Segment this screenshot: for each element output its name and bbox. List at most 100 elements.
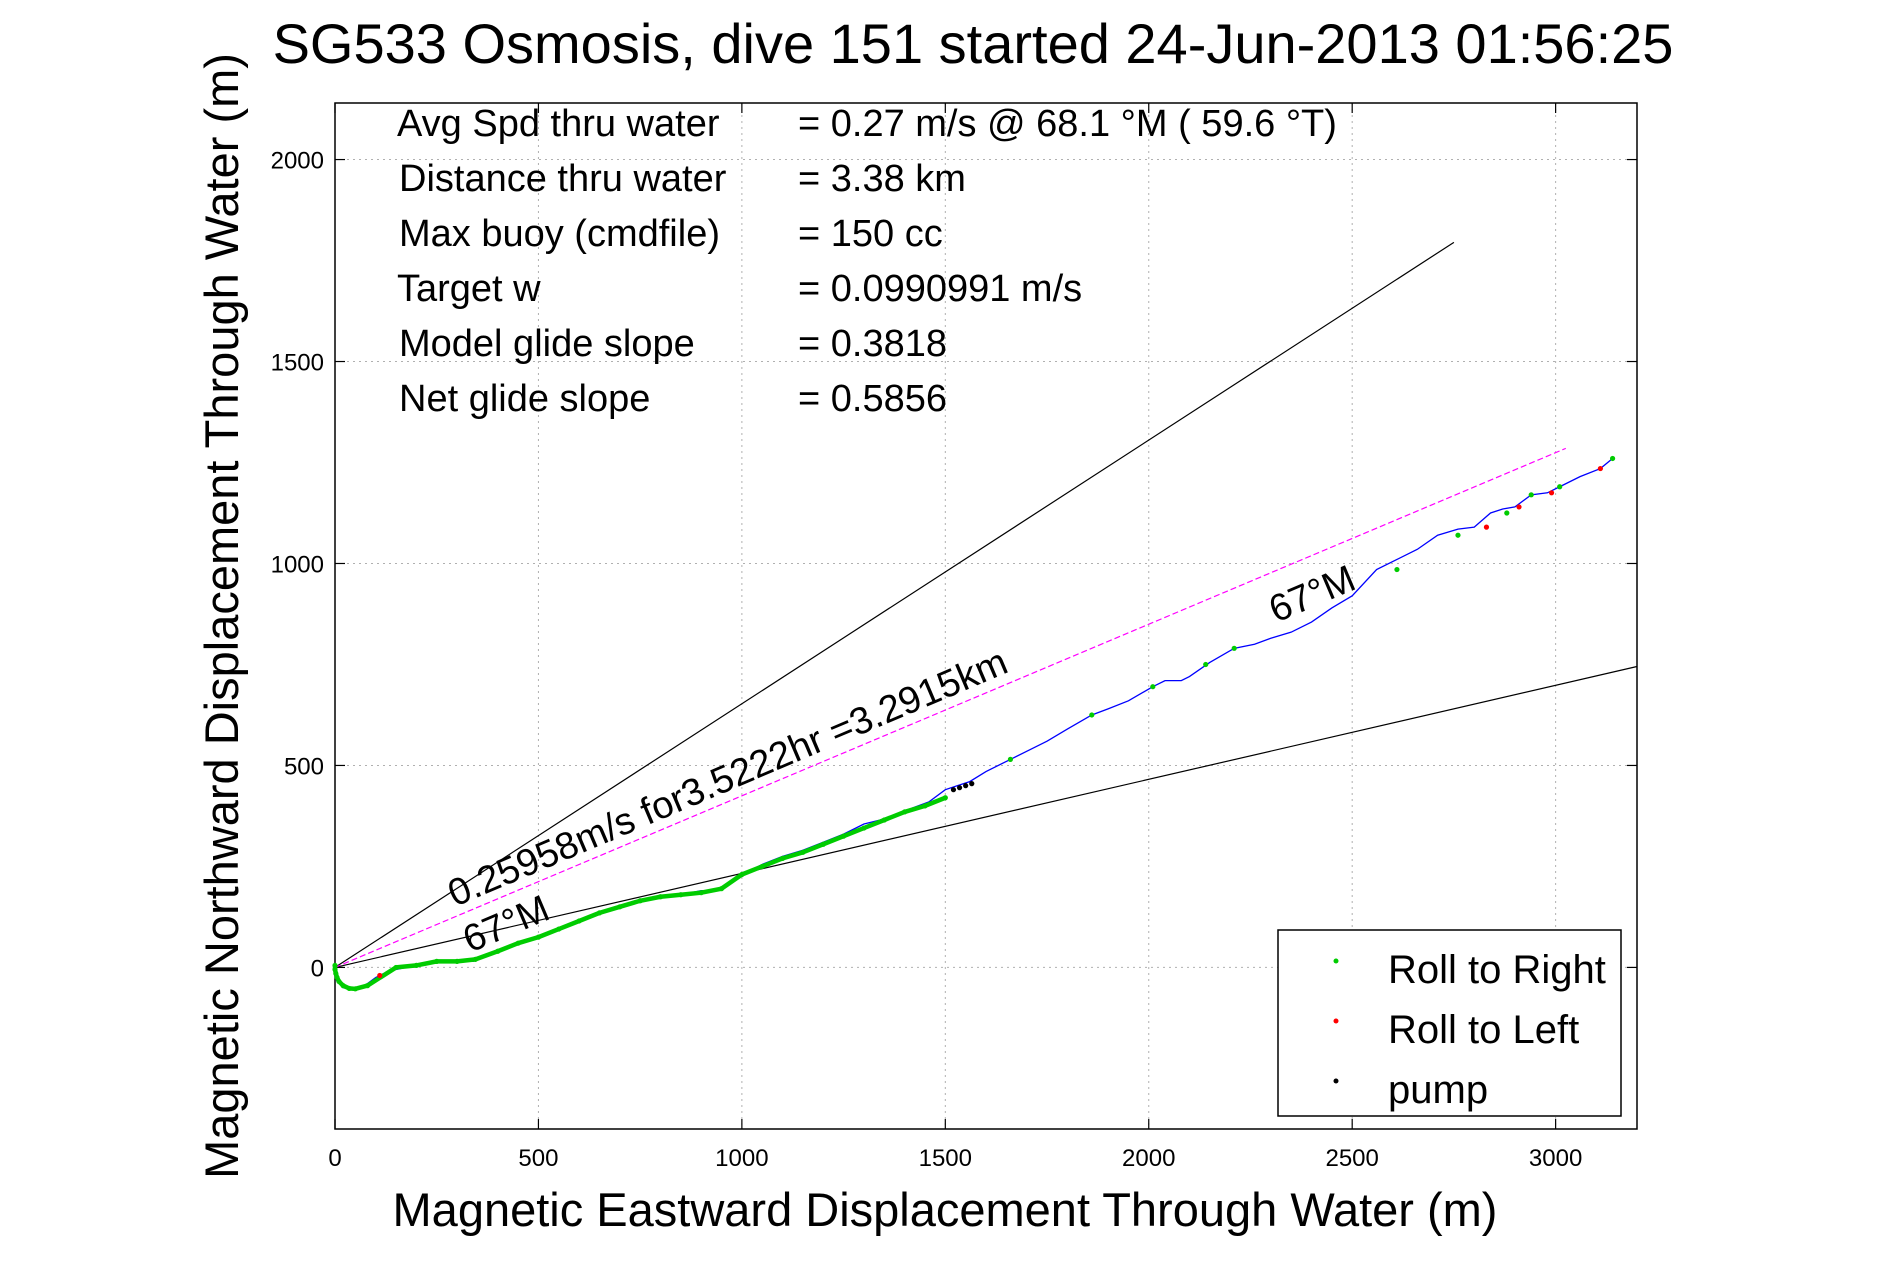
roll-to-right-point (759, 863, 765, 870)
stat-label: Avg Spd thru water (397, 103, 720, 145)
pump-point (969, 781, 975, 787)
roll-to-right-point (718, 886, 725, 892)
roll-to-right-point (779, 855, 786, 861)
x-tick-label: 0 (328, 1145, 341, 1172)
legend-label: pump (1388, 1068, 1488, 1112)
roll-to-right-point (1609, 455, 1616, 462)
roll-to-right-point (1203, 661, 1209, 668)
roll-to-right-point (434, 958, 440, 964)
roll-to-right-point (334, 974, 340, 981)
roll-to-right-point (576, 918, 582, 924)
legend-label: Roll to Left (1388, 1008, 1579, 1052)
roll-to-right-point (340, 983, 346, 989)
roll-to-right-point (454, 958, 460, 964)
y-tick-label: 0 (311, 955, 324, 982)
roll-to-right-point (596, 910, 603, 916)
y-tick-label: 500 (284, 753, 324, 780)
roll-to-right-point (902, 809, 908, 815)
roll-to-right-point (364, 983, 371, 989)
stat-label: Target w (397, 268, 541, 310)
roll-to-right-point (1394, 566, 1400, 573)
series-points (332, 455, 1616, 992)
roll-to-left-point (1483, 524, 1490, 530)
stat-value: = 0.5856 (798, 378, 947, 420)
roll-to-right-point (495, 948, 501, 954)
roll-to-right-point (1528, 492, 1534, 498)
stat-label: Max buoy (cmdfile) (399, 213, 720, 255)
stat-value: = 0.0990991 m/s (798, 268, 1082, 310)
legend-marker-roll-right (1333, 958, 1339, 964)
roll-to-right-point (617, 904, 623, 910)
x-tick-label: 3000 (1529, 1145, 1582, 1172)
roll-to-right-point (698, 890, 704, 896)
reference-lines (334, 241, 1638, 969)
plot-frame (334, 102, 1638, 1130)
roll-to-right-point (922, 803, 928, 809)
pump-point (963, 783, 969, 789)
x-axis-label: Magnetic Eastward Displacement Through W… (393, 1183, 1498, 1236)
roll-to-right-point (332, 966, 338, 973)
legend-marker-pump (1333, 1078, 1339, 1084)
roll-to-right-point (1504, 510, 1510, 516)
roll-to-right-point (535, 934, 542, 940)
roll-to-right-point (1455, 532, 1461, 538)
roll-to-right-point (336, 978, 342, 985)
stat-value: = 150 cc (798, 213, 943, 255)
roll-to-right-point (346, 985, 352, 992)
roll-to-right-point (861, 825, 867, 831)
roll-to-right-point (515, 940, 521, 946)
roll-to-left-point (377, 972, 383, 979)
roll-to-right-point (637, 898, 643, 904)
roll-to-right-point (1089, 712, 1095, 718)
roll-to-right-point (840, 833, 847, 839)
roll-to-right-point (413, 962, 419, 969)
x-tick-label: 2000 (1122, 1145, 1175, 1172)
roll-to-right-point (881, 817, 887, 823)
stat-label: Model glide slope (399, 323, 695, 365)
roll-to-right-point (1557, 484, 1563, 490)
stat-value: = 0.3818 (798, 323, 947, 365)
stat-value: = 0.27 m/s @ 68.1 °M ( 59.6 °T) (798, 103, 1337, 145)
upper-bound-line (334, 241, 1455, 968)
x-tick-label: 500 (518, 1145, 558, 1172)
roll-to-right-point (739, 871, 745, 878)
roll-to-left-point (1548, 490, 1555, 496)
roll-to-right-point (942, 795, 948, 801)
x-tick-label: 2500 (1325, 1145, 1378, 1172)
legend-label: Roll to Right (1388, 948, 1606, 992)
x-tick-label: 1000 (715, 1145, 768, 1172)
roll-to-right-point (472, 956, 478, 962)
y-tick-label: 1500 (271, 350, 324, 377)
grid-lines (334, 103, 1637, 1129)
mean-track-line (334, 447, 1567, 968)
legend-marker-roll-left (1333, 1018, 1339, 1024)
pump-point (950, 787, 957, 793)
lower-bound-line (334, 665, 1638, 969)
y-tick-label: 2000 (271, 148, 324, 175)
pump-point (956, 785, 963, 791)
stat-label: Net glide slope (399, 378, 650, 420)
stat-label: Distance thru water (399, 158, 727, 200)
roll-to-right-point (393, 964, 399, 971)
axis-ticks: 0 500 1000 1500 2000 2500 3000 0 500 1000 1500 2000 (271, 103, 1637, 1172)
roll-to-right-point (1007, 756, 1014, 762)
stats-block: Avg Spd thru water = 0.27 m/s @ 68.1 °M … (397, 103, 1337, 420)
x-tick-label: 1500 (919, 1145, 972, 1172)
roll-to-right-point (657, 894, 664, 900)
roll-to-right-point (332, 962, 338, 969)
y-tick-label: 1000 (271, 551, 324, 578)
roll-to-right-point (333, 970, 339, 977)
roll-to-right-point (1150, 684, 1156, 690)
roll-to-right-point (352, 986, 358, 992)
roll-to-right-point (800, 849, 806, 855)
roll-to-right-point (678, 892, 684, 898)
roll-to-right-point (1231, 645, 1237, 651)
roll-to-left-point (1516, 504, 1522, 510)
y-axis-label: Magnetic Northward Displacement Through … (195, 53, 248, 1179)
roll-to-right-point (556, 926, 562, 932)
roll-to-right-point (820, 841, 826, 847)
stat-value: = 3.38 km (798, 158, 966, 200)
legend: Roll to Right Roll to Left pump (1277, 929, 1622, 1117)
chart-title: SG533 Osmosis, dive 151 started 24-Jun-2… (273, 12, 1674, 75)
